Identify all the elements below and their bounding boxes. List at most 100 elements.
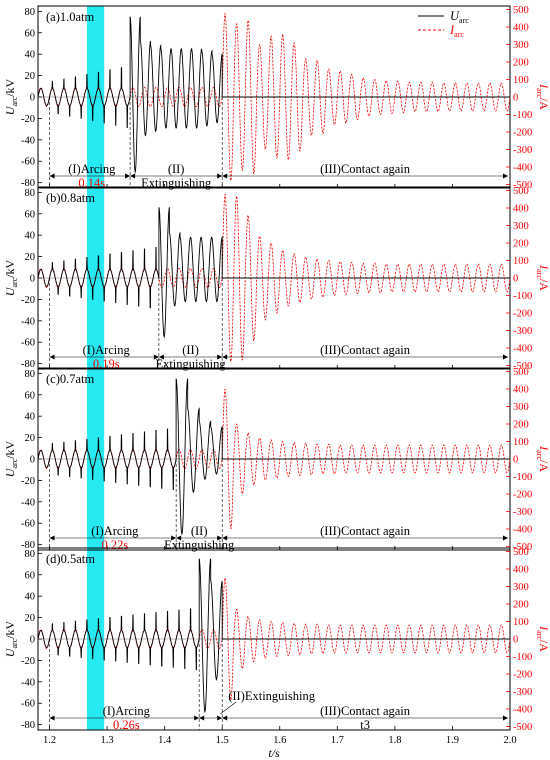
region-arrowhead [222, 173, 228, 179]
y-right-tick-label: -300 [513, 507, 532, 518]
y-right-tick-label: 100 [513, 256, 529, 267]
region-arrowhead [49, 715, 55, 721]
y-right-tick-label: -500 [513, 180, 532, 191]
y-right-tick-label: -100 [513, 652, 532, 663]
y-left-tick-label: -80 [21, 540, 35, 551]
label-contact-again: (III)Contact again [320, 704, 411, 718]
y-left-tick-label: 20 [25, 433, 36, 444]
y-right-tick-label: -500 [513, 722, 532, 733]
y-right-tick-label: -300 [513, 326, 532, 337]
y-right-tick-label: 300 [513, 221, 529, 232]
y-left-tick-label: 60 [25, 390, 36, 401]
y-right-tick-label: 200 [513, 600, 529, 611]
y-right-tick-label: -400 [513, 163, 532, 174]
y-right-tick-label: -300 [513, 145, 532, 156]
y-right-tick-label: 0 [513, 93, 518, 104]
label-arcing: (I)Arcing [91, 524, 139, 538]
region-arrowhead [49, 354, 55, 360]
x-tick-label: 1.2 [43, 735, 56, 746]
region-arrowhead [49, 535, 55, 541]
y-left-tick-label: 0 [30, 274, 35, 285]
y-right-tick-label: 500 [513, 5, 529, 16]
label-extinguishing: Extinguishing [141, 176, 212, 190]
y-left-tick-label: 60 [25, 28, 36, 39]
y-left-tick-label: 40 [25, 592, 36, 603]
series-voltage [37, 378, 510, 536]
y-left-tick-label: -80 [21, 178, 35, 189]
y-right-tick-label: 500 [513, 547, 529, 558]
label-phase2: (II) [182, 343, 199, 357]
y-right-tick-label: 100 [513, 617, 529, 628]
y-left-tick-label: 0 [30, 93, 35, 104]
legend-entry: Uarc [450, 9, 469, 25]
panel-3: 806040200-20-40-60-805004003002001000-10… [3, 367, 550, 553]
x-axis-title: t/s [268, 746, 280, 760]
y-right-tick-label: 500 [513, 367, 529, 378]
y-right-title: Iarc/A [535, 445, 550, 472]
region-arrowhead [503, 535, 508, 541]
x-tick-label: 1.7 [331, 735, 344, 746]
y-left-tick-label: -80 [21, 359, 35, 370]
y-right-tick-label: 0 [513, 635, 518, 646]
region-arrowhead [503, 715, 508, 721]
y-right-tick-label: 200 [513, 420, 529, 431]
y-right-tick-label: -400 [513, 525, 532, 536]
label-arcing-duration: 0.22s [101, 538, 128, 552]
label-arcing: (I)Arcing [103, 704, 151, 718]
label-contact-again: (III)Contact again [320, 162, 411, 176]
y-left-tick-label: 60 [25, 570, 36, 581]
y-right-tick-label: 300 [513, 402, 529, 413]
y-left-tick-label: 40 [25, 412, 36, 423]
y-right-title: Iarc/A [535, 625, 550, 652]
y-left-tick-label: -20 [21, 295, 35, 306]
y-right-tick-label: -200 [513, 309, 532, 320]
y-left-tick-label: 80 [25, 7, 36, 18]
y-left-tick-label: -80 [21, 720, 35, 731]
region-arrowhead [217, 354, 223, 360]
region-arrowhead [503, 173, 508, 179]
label-arcing-duration: 0.26s [113, 718, 140, 732]
label-phase2: (II)Extinguishing [228, 689, 316, 703]
y-right-tick-label: 200 [513, 58, 529, 69]
x-tick-label: 1.6 [273, 735, 286, 746]
legend-entry: Iarc [449, 23, 464, 39]
region-arrowhead [194, 715, 200, 721]
y-left-tick-label: -60 [21, 338, 35, 349]
y-right-tick-label: -500 [513, 542, 532, 553]
panel-1: 806040200-20-40-60-805004003002001000-10… [3, 5, 550, 191]
y-left-tick-label: 80 [25, 188, 36, 199]
x-tick-label: 1.9 [446, 735, 459, 746]
panel-label: (a)1.0atm [46, 10, 95, 24]
series-voltage [37, 558, 510, 714]
y-left-tick-label: 20 [25, 252, 36, 263]
label-phase2: (II) [191, 524, 208, 538]
y-left-tick-label: -40 [21, 497, 35, 508]
y-right-tick-label: -400 [513, 344, 532, 355]
y-right-title: Iarc/A [535, 83, 550, 110]
y-left-tick-label: 80 [25, 549, 36, 560]
y-right-tick-label: 200 [513, 239, 529, 250]
y-left-tick-label: 40 [25, 231, 36, 242]
y-left-tick-label: -60 [21, 157, 35, 168]
region-arrowhead [171, 535, 177, 541]
y-left-tick-label: -60 [21, 519, 35, 530]
panel-label: (d)0.5atm [46, 552, 95, 566]
x-tick-label: 1.5 [216, 735, 229, 746]
y-left-tick-label: -20 [21, 476, 35, 487]
panel-2: 806040200-20-40-60-805004003002001000-10… [3, 186, 550, 372]
y-right-tick-label: 0 [513, 455, 518, 466]
label-arcing: (I)Arcing [68, 162, 116, 176]
y-right-tick-label: 100 [513, 437, 529, 448]
y-left-tick-label: 0 [30, 455, 35, 466]
region-arrowhead [217, 715, 223, 721]
y-left-tick-label: -60 [21, 699, 35, 710]
y-left-tick-label: -40 [21, 677, 35, 688]
y-right-tick-label: 400 [513, 23, 529, 34]
label-pointer [220, 701, 237, 715]
y-right-tick-label: 300 [513, 40, 529, 51]
y-right-tick-label: -400 [513, 705, 532, 716]
y-right-tick-label: -200 [513, 670, 532, 681]
y-left-tick-label: 0 [30, 635, 35, 646]
region-arrowhead [49, 173, 55, 179]
y-right-title: Iarc/A [535, 264, 550, 291]
